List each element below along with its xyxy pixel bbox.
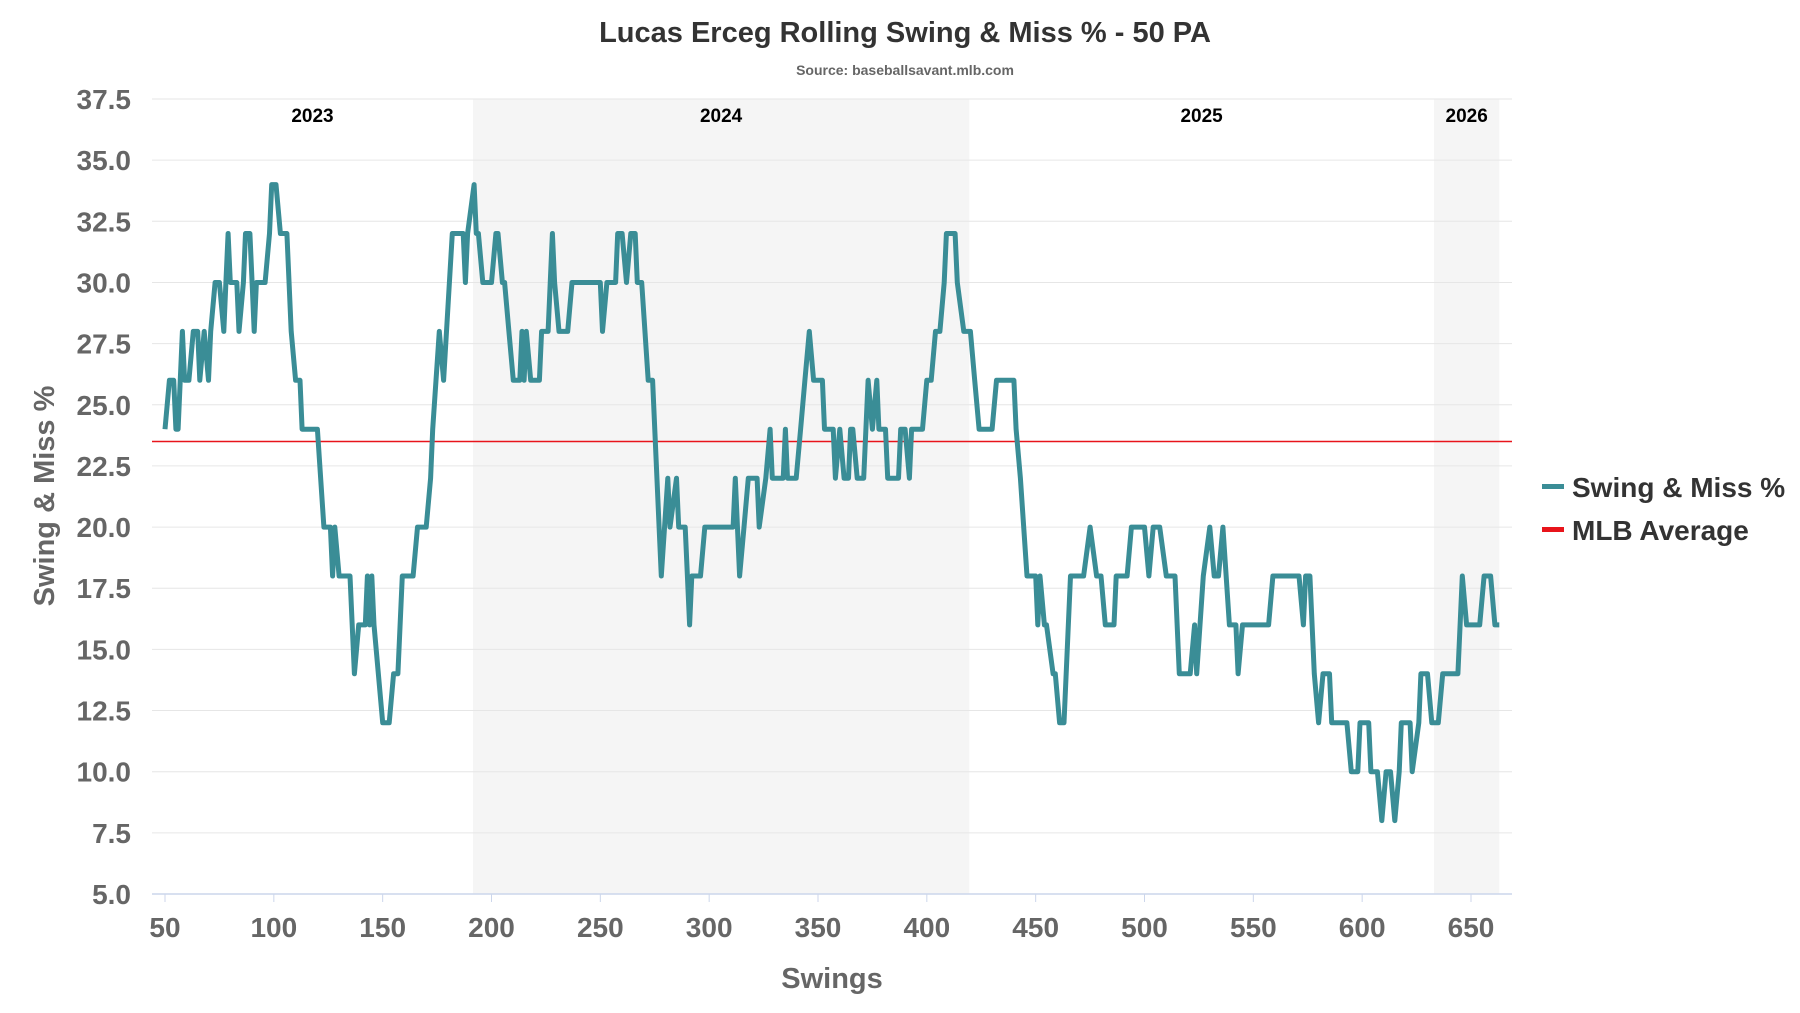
x-tick-label: 450	[1012, 912, 1059, 943]
y-tick-label: 37.5	[77, 84, 132, 115]
legend-swatch-swing-miss	[1542, 484, 1564, 489]
season-label-2025: 2025	[1180, 106, 1223, 127]
y-tick-label: 20.0	[77, 512, 132, 543]
chart-subtitle: Source: baseballsavant.mlb.com	[796, 62, 1014, 78]
x-tick-label: 400	[903, 912, 950, 943]
swing-miss-series-line	[162, 182, 1500, 824]
legend-label-swing-miss: Swing & Miss %	[1572, 472, 1785, 503]
x-tick-label: 150	[359, 912, 406, 943]
x-tick-label: 250	[577, 912, 624, 943]
season-bands	[472, 99, 1500, 894]
x-tick-label: 600	[1339, 912, 1386, 943]
y-tick-label: 15.0	[77, 634, 132, 665]
x-tick-label: 100	[250, 912, 297, 943]
y-tick-label: 17.5	[77, 573, 132, 604]
y-tick-label: 30.0	[77, 267, 132, 298]
season-labels: 2023 2024 2025 2026	[291, 106, 1487, 127]
y-tick-label: 12.5	[77, 696, 132, 727]
gridlines	[152, 98, 1512, 834]
y-tick-labels: 5.0 7.5 10.0 12.5 15.0 17.5 20.0 22.5 25.0 27.5 30…	[77, 84, 132, 910]
legend: Swing & Miss % MLB Average	[1542, 472, 1785, 546]
x-tick-label: 200	[468, 912, 515, 943]
y-tick-label: 5.0	[92, 879, 131, 910]
legend-item-mlb-average[interactable]: MLB Average	[1542, 515, 1749, 546]
y-tick-label: 35.0	[77, 145, 132, 176]
season-band-2024	[472, 99, 970, 894]
x-tick-label: 50	[149, 912, 180, 943]
y-tick-label: 10.0	[77, 757, 132, 788]
legend-swatch-mlb-average	[1542, 527, 1564, 532]
season-label-2024: 2024	[700, 106, 743, 127]
x-tick-labels: 50 100 150 200 250 300 350 400 450 500 550 600 650	[149, 894, 1494, 943]
legend-item-swing-miss[interactable]: Swing & Miss %	[1542, 472, 1785, 503]
season-label-2023: 2023	[291, 106, 333, 127]
season-band-2026	[1433, 99, 1500, 894]
y-tick-label: 27.5	[77, 329, 132, 360]
legend-label-mlb-average: MLB Average	[1572, 515, 1749, 546]
y-axis-label: Swing & Miss %	[29, 385, 61, 606]
x-tick-label: 300	[686, 912, 733, 943]
x-tick-label: 550	[1230, 912, 1277, 943]
x-tick-label: 350	[795, 912, 842, 943]
chart-title: Lucas Erceg Rolling Swing & Miss % - 50 …	[599, 17, 1211, 49]
y-tick-label: 25.0	[77, 390, 132, 421]
y-tick-label: 7.5	[92, 818, 131, 849]
x-tick-label: 650	[1448, 912, 1495, 943]
y-tick-label: 32.5	[77, 206, 132, 237]
x-tick-label: 500	[1121, 912, 1168, 943]
x-axis-label: Swings	[781, 963, 883, 995]
y-tick-label: 22.5	[77, 451, 132, 482]
season-label-2026: 2026	[1446, 106, 1488, 127]
